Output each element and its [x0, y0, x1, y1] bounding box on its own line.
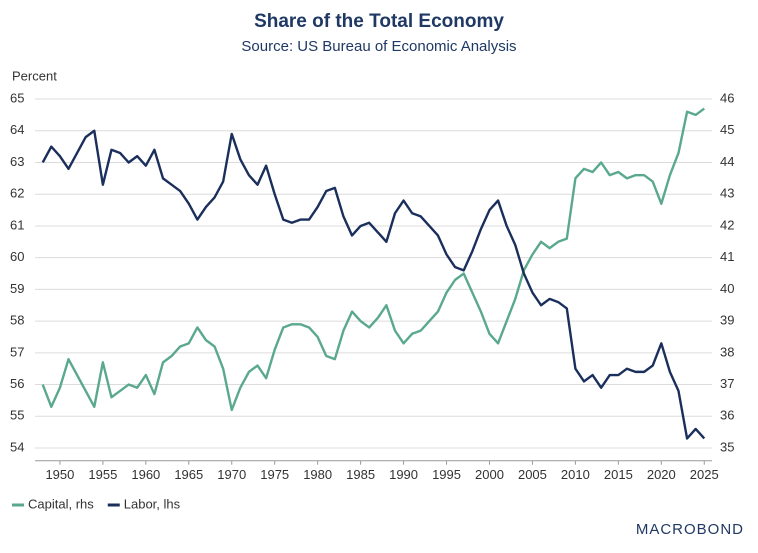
chart-title: Share of the Total Economy: [254, 11, 504, 32]
y2-tick-label: 38: [720, 344, 734, 359]
y-tick-label: 58: [10, 313, 24, 328]
logo: MACROBOND: [636, 521, 744, 538]
y2-tick-label: 36: [720, 408, 734, 423]
x-tick-label: 1985: [346, 467, 375, 482]
chart-subtitle: Source: US Bureau of Economic Analysis: [241, 38, 516, 55]
y2-tick-label: 42: [720, 217, 734, 232]
x-tick-label: 1960: [131, 467, 160, 482]
y2-tick-label: 40: [720, 281, 734, 296]
y2-tick-label: 44: [720, 154, 734, 169]
y-tick-label: 63: [10, 154, 24, 169]
x-tick-label: 2025: [690, 467, 719, 482]
y2-tick-label: 45: [720, 122, 734, 137]
x-tick-label: 2005: [518, 467, 547, 482]
y-tick-label: 61: [10, 217, 24, 232]
x-tick-label: 2015: [604, 467, 633, 482]
x-tick-label: 1995: [432, 467, 461, 482]
series-line: [41, 129, 706, 440]
y2-tick-label: 43: [720, 186, 734, 201]
legend-label: Labor, lhs: [124, 496, 181, 511]
x-tick-label: 1980: [303, 467, 332, 482]
y-axis-label: Percent: [12, 68, 57, 83]
series-line: [41, 107, 705, 412]
y-tick-label: 56: [10, 376, 24, 391]
y-tick-label: 65: [10, 90, 24, 105]
y-tick-label: 62: [10, 186, 24, 201]
x-tick-label: 1970: [217, 467, 246, 482]
y2-tick-label: 41: [720, 249, 734, 264]
y2-tick-label: 35: [720, 439, 734, 454]
x-tick-label: 2010: [561, 467, 590, 482]
x-tick-label: 2000: [475, 467, 504, 482]
legend-label: Capital, rhs: [28, 496, 94, 511]
y2-tick-label: 37: [720, 376, 734, 391]
y-tick-label: 55: [10, 408, 24, 423]
y-tick-label: 57: [10, 344, 24, 359]
y-tick-label: 64: [10, 122, 24, 137]
y2-tick-label: 39: [720, 313, 734, 328]
y-tick-label: 59: [10, 281, 24, 296]
x-tick-label: 1990: [389, 467, 418, 482]
x-tick-label: 1965: [174, 467, 203, 482]
x-tick-label: 1975: [260, 467, 289, 482]
y-tick-label: 60: [10, 249, 24, 264]
y-tick-label: 54: [10, 439, 24, 454]
x-tick-label: 2020: [647, 467, 676, 482]
y2-tick-label: 46: [720, 90, 734, 105]
x-tick-label: 1950: [45, 467, 74, 482]
x-tick-label: 1955: [88, 467, 117, 482]
